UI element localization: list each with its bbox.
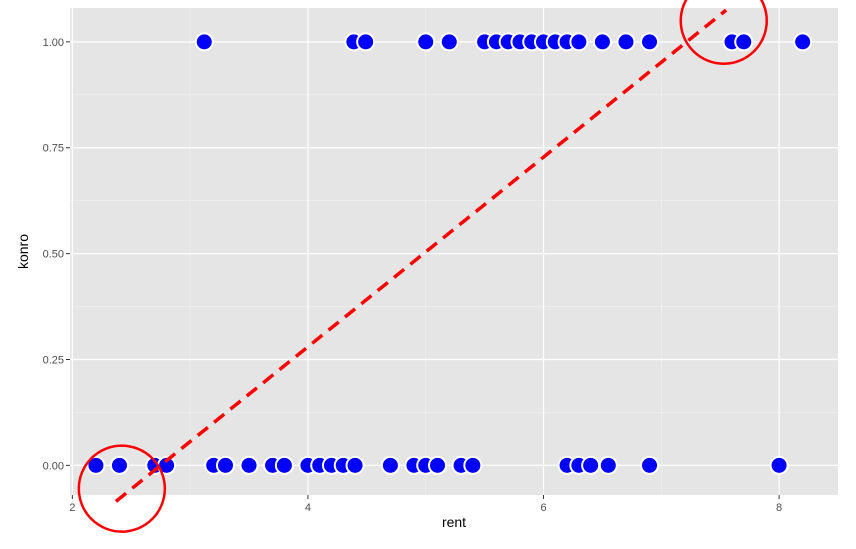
minor-gridlines: [70, 8, 838, 495]
x-tick-label: 4: [305, 502, 311, 514]
data-point: [616, 32, 636, 52]
data-point: [356, 32, 376, 52]
major-gridlines: [70, 8, 838, 495]
y-axis-ticks: 0.00 0.25 0.50 0.75 1.00: [43, 37, 70, 472]
data-point: [569, 32, 589, 52]
data-point: [640, 32, 660, 52]
data-point: [581, 455, 601, 475]
data-point: [380, 455, 400, 475]
data-point: [793, 32, 813, 52]
trend-line: [114, 8, 728, 503]
data-points: [86, 32, 813, 475]
data-point: [345, 455, 365, 475]
data-point: [598, 455, 618, 475]
data-point: [86, 455, 106, 475]
highlight-circle: [77, 444, 167, 533]
data-point: [640, 455, 660, 475]
data-point: [274, 455, 294, 475]
y-tick-label: 0.50: [43, 249, 64, 261]
data-point: [592, 32, 612, 52]
y-tick-label: 0.25: [43, 354, 64, 366]
data-point: [734, 32, 754, 52]
data-point: [769, 455, 789, 475]
x-tick-label: 6: [540, 502, 546, 514]
plot-panel: [70, 8, 838, 495]
data-point: [239, 455, 259, 475]
x-axis-title: rent: [442, 514, 466, 530]
data-point: [416, 32, 436, 52]
data-point: [428, 455, 448, 475]
x-tick-label: 2: [69, 502, 75, 514]
data-point: [439, 32, 459, 52]
highlight-circle: [679, 0, 768, 65]
annotations: [77, 0, 768, 533]
data-point: [215, 455, 235, 475]
data-point: [194, 32, 214, 52]
data-point: [109, 455, 129, 475]
y-tick-label: 1.00: [43, 37, 64, 49]
x-axis-ticks: 2 4 6 8: [69, 495, 782, 514]
y-tick-label: 0.00: [43, 460, 64, 472]
data-point: [463, 455, 483, 475]
y-axis-title: konro: [15, 234, 31, 269]
y-tick-label: 0.75: [43, 143, 64, 155]
x-tick-label: 8: [776, 502, 782, 514]
